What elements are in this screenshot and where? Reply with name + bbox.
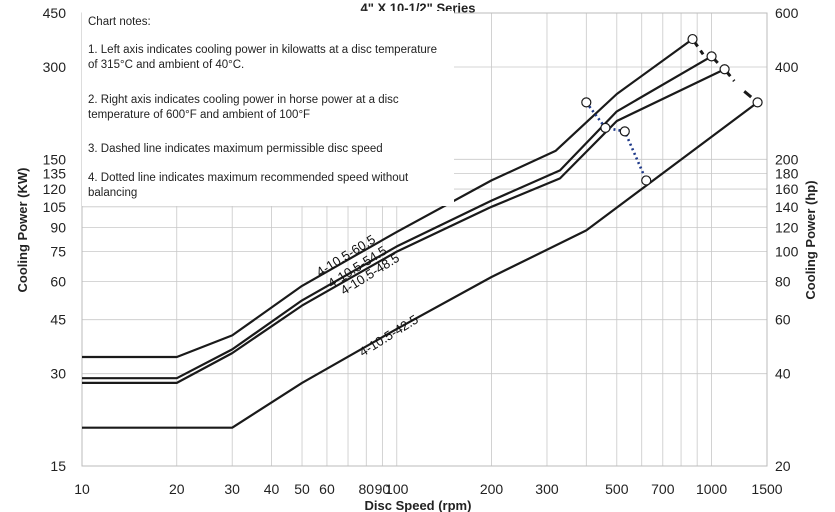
y2-tick-label: 100 — [775, 244, 799, 260]
y2-tick-label: 200 — [775, 151, 799, 167]
series-end-point — [687, 33, 698, 45]
series-end-point — [719, 64, 730, 75]
y2-axis-title: Cooling Power (hp) — [803, 180, 818, 299]
y-tick-label: 90 — [50, 219, 66, 235]
x-tick-label: 100 — [385, 481, 409, 497]
x-tick-label: 50 — [294, 481, 310, 497]
series-line-4-10.5-60.5 — [82, 38, 694, 359]
series-line-4-10.5-42.5 — [82, 101, 759, 429]
y-tick-label: 30 — [50, 366, 66, 382]
x-tick-label: 10 — [74, 481, 90, 497]
note-3: 3. Dashed line indicates maximum permiss… — [88, 143, 383, 155]
series-line-4-10.5-54.5 — [82, 55, 713, 380]
y-tick-label: 75 — [50, 244, 66, 260]
y-tick-label: 150 — [43, 151, 67, 167]
x-tick-label: 1500 — [751, 481, 782, 497]
y2-tick-label: 140 — [775, 199, 799, 215]
y2-tick-label: 600 — [775, 5, 799, 21]
y-tick-label: 450 — [43, 5, 67, 21]
x-tick-label: 30 — [224, 481, 240, 497]
x-tick-label: 80 — [358, 481, 374, 497]
y2-tick-label: 60 — [775, 312, 791, 328]
dotted-line-point — [641, 175, 652, 186]
note-4: 4. Dotted line indicates maximum recomme… — [88, 172, 409, 199]
x-tick-label: 200 — [480, 481, 504, 497]
x-tick-label: 40 — [264, 481, 280, 497]
dotted-line-point — [581, 97, 592, 108]
series-end-point — [752, 97, 763, 108]
y-tick-label: 105 — [43, 199, 67, 215]
y-axis-title: Cooling Power (KW) — [15, 168, 30, 293]
y2-tick-label: 40 — [775, 366, 791, 382]
x-axis-title: Disc Speed (rpm) — [365, 498, 472, 512]
y2-tick-label: 160 — [775, 181, 799, 197]
note-1: 1. Left axis indicates cooling power in … — [88, 44, 438, 71]
x-tick-label: 300 — [535, 481, 559, 497]
series-end-point — [706, 51, 717, 62]
y-tick-label: 60 — [50, 273, 66, 289]
y-tick-label: 135 — [43, 165, 67, 181]
dotted-line — [585, 101, 648, 181]
chart-notes: Chart notes: 1. Left axis indicates cool… — [82, 11, 454, 206]
dotted-line-point — [619, 126, 630, 137]
y-tick-label: 300 — [43, 59, 67, 75]
y2-tick-label: 120 — [775, 219, 799, 235]
x-tick-label: 20 — [169, 481, 185, 497]
x-tick-label: 60 — [319, 481, 335, 497]
y2-tick-label: 20 — [775, 458, 791, 474]
x-tick-label: 1000 — [696, 481, 727, 497]
y-tick-label: 15 — [50, 458, 66, 474]
y2-tick-label: 80 — [775, 273, 791, 289]
y-tick-label: 45 — [50, 312, 66, 328]
y2-tick-label: 180 — [775, 165, 799, 181]
dotted-line-point — [600, 122, 611, 133]
y2-tick-label: 400 — [775, 59, 799, 75]
x-tick-label: 90 — [375, 481, 391, 497]
notes-heading: Chart notes: — [88, 16, 151, 28]
series-line-4-10.5-48.5 — [82, 68, 726, 384]
y-tick-label: 120 — [43, 181, 67, 197]
x-tick-label: 500 — [605, 481, 629, 497]
note-2: 2. Right axis indicates cooling power in… — [88, 94, 399, 121]
x-tick-label: 700 — [651, 481, 675, 497]
